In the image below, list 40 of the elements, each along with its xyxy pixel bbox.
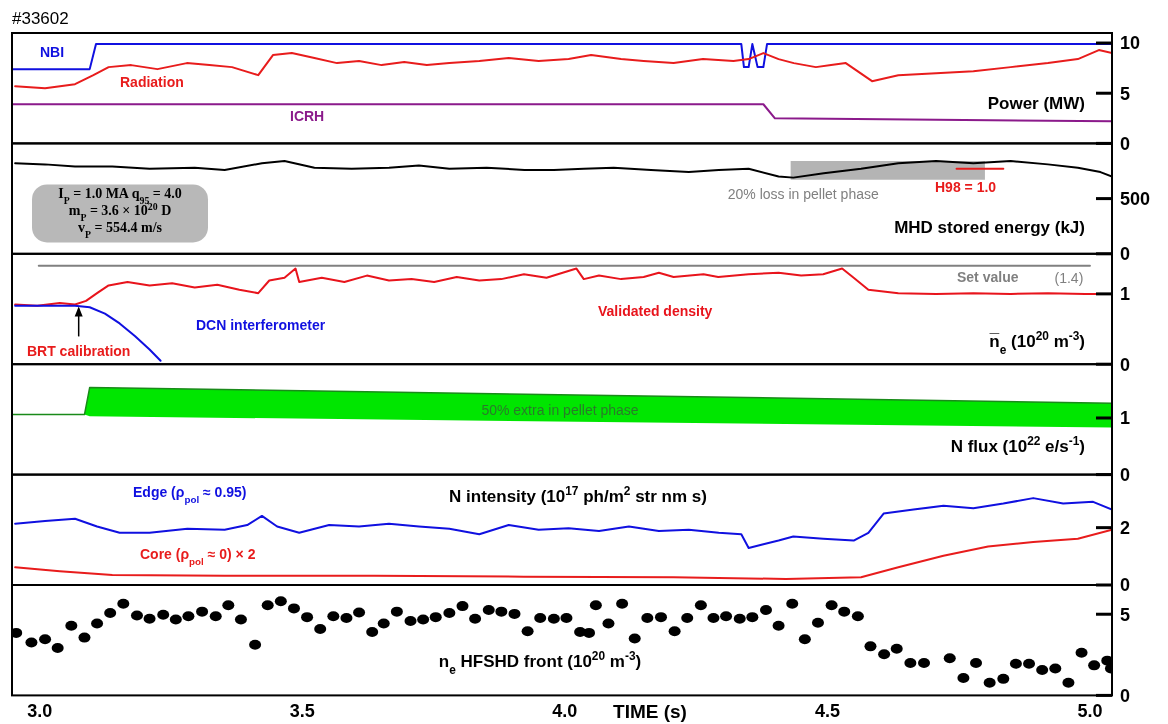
y-tick-label: 5 [1120, 83, 1131, 104]
y-axis-title: n$_{e}$ HFSHD front (10$^{20}$ m$^{-3}$) [438, 649, 642, 677]
x-axis-title: TIME (s) [613, 701, 687, 722]
series-label: Core (ρ$_{pol}$ ≈ 0) × 2 [140, 545, 256, 567]
y-tick-label: 0 [1120, 464, 1131, 485]
series-label: Validated density [598, 302, 713, 319]
y-tick-label: 0 [1120, 133, 1131, 154]
y-axis-title: n̅$_{e}$ (10$^{20}$ m$^{-3}$) [989, 328, 1085, 357]
series-label: Radiation [120, 74, 184, 90]
x-tick-label: 3.5 [289, 701, 315, 722]
x-tick-label: 3.0 [27, 701, 53, 722]
y-axis-title: N intensity (10$^{17}$ ph/m$^{2}$ str nm s) [449, 483, 707, 506]
series-label: H98 = 1.0 [935, 179, 997, 196]
y-tick-label: 0 [1120, 685, 1131, 706]
y-tick-label: 2 [1120, 517, 1131, 538]
y-tick-label: 10 [1120, 33, 1141, 54]
y-tick-label: 0 [1120, 244, 1131, 265]
chart-title: #33602 [12, 9, 69, 28]
y-tick-label: 0 [1120, 354, 1131, 375]
annotation: 20% loss in pellet phase [727, 185, 879, 202]
y-tick-label: 1 [1120, 408, 1131, 429]
text: DCN interferometer [196, 316, 326, 333]
annotation: BRT calibration [26, 343, 131, 360]
annotation: v$_{P}$ = 554.4 m/s [78, 220, 163, 240]
annotation: (1.4) [1054, 269, 1084, 286]
y-tick-label: 500 [1120, 188, 1151, 209]
series-label: ICRH [290, 108, 325, 124]
y-tick-label: 5 [1120, 604, 1131, 625]
series-label: Set value [957, 268, 1019, 285]
series-label: Edge (ρ$_{pol}$ ≈ 0.95) [133, 483, 247, 505]
x-tick-label: 5.0 [1077, 701, 1103, 722]
y-axis-title: N flux (10$^{22}$ e/s$^{-1}$) [950, 434, 1085, 457]
x-tick-label: 4.5 [814, 701, 840, 722]
y-axis-title: MHD stored energy (kJ) [894, 218, 1085, 238]
series-label: NBI [40, 44, 65, 60]
y-tick-label: 0 [1120, 575, 1131, 596]
x-tick-label: 4.0 [552, 701, 578, 722]
annotation: 50% extra in pellet phase [481, 402, 639, 419]
y-axis-title: Power (MW) [987, 94, 1085, 113]
y-tick-label: 1 [1120, 284, 1131, 305]
